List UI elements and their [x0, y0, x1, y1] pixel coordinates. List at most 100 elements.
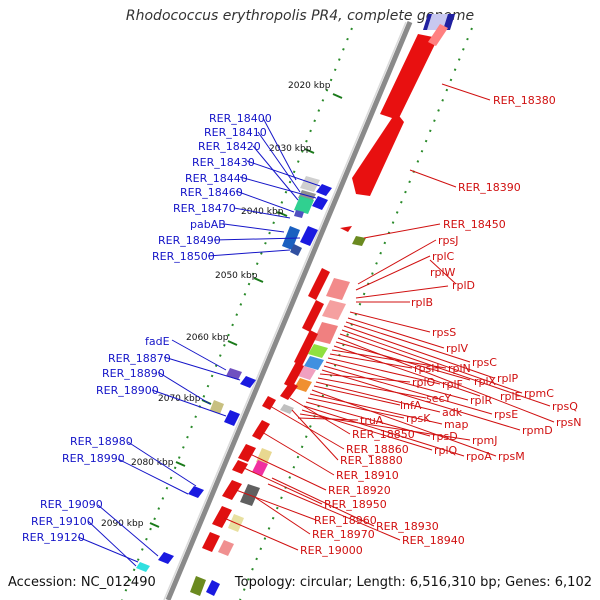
- gene-RER_18450[interactable]: [340, 226, 352, 232]
- gene-label[interactable]: RER_18990: [62, 452, 125, 465]
- gene-label[interactable]: RER_18910: [336, 469, 399, 482]
- gene-label[interactable]: RER_18950: [324, 498, 387, 511]
- gene-label[interactable]: adk: [442, 406, 463, 419]
- gene-label[interactable]: RER_18410: [204, 126, 267, 139]
- gene-label[interactable]: RER_18940: [402, 534, 465, 547]
- gene-label[interactable]: rpmJ: [472, 434, 497, 447]
- gene-rplP[interactable]: [304, 356, 324, 370]
- gene-RER_18400[interactable]: [300, 176, 320, 192]
- gene-label[interactable]: RER_18900: [96, 384, 159, 397]
- gene-label[interactable]: rpsS: [432, 326, 456, 339]
- gene-label[interactable]: RER_18400: [209, 112, 272, 125]
- gene-RER_19000[interactable]: [212, 506, 232, 528]
- gene-label[interactable]: RER_18920: [328, 484, 391, 497]
- gene-rplD[interactable]: [322, 300, 346, 320]
- gene-RER_18490[interactable]: [300, 226, 318, 246]
- gene-label[interactable]: rplX: [474, 375, 497, 388]
- gene-label[interactable]: RER_18490: [158, 234, 221, 247]
- gene-label[interactable]: RER_19120: [22, 531, 85, 544]
- gene-label[interactable]: RER_18390: [458, 181, 521, 194]
- gene-RER_19100[interactable]: [158, 552, 174, 564]
- gene-rplV[interactable]: [294, 330, 318, 366]
- gene-RER_19090[interactable]: [202, 532, 220, 552]
- gene-label[interactable]: fadE: [145, 335, 170, 348]
- gene-RER_18990[interactable]: [188, 486, 204, 498]
- gene-label[interactable]: rplV: [446, 342, 469, 355]
- gene-label[interactable]: RER_18430: [192, 156, 255, 169]
- gene-label[interactable]: rpsD: [432, 430, 458, 443]
- gene-RER_18950[interactable]: [232, 460, 248, 474]
- gene-lower-pink[interactable]: [218, 540, 234, 556]
- gene-RER_18900[interactable]: [224, 410, 240, 426]
- gene-label[interactable]: RER_18870: [108, 352, 171, 365]
- gene-bottom-blue[interactable]: [206, 580, 220, 596]
- gene-rpsQ[interactable]: [294, 378, 312, 392]
- gene-label[interactable]: truA: [360, 414, 384, 427]
- gene-rpsC[interactable]: [308, 344, 328, 358]
- gene-RER_18920[interactable]: [238, 444, 256, 462]
- gene-RER_18430[interactable]: [316, 184, 332, 196]
- gene-label[interactable]: rplF: [442, 378, 463, 391]
- gene-label[interactable]: rpsN: [556, 416, 581, 429]
- gene-RER_18380[interactable]: [380, 34, 438, 120]
- gene-label[interactable]: infA: [400, 399, 422, 412]
- gene-RER_18860[interactable]: [262, 396, 276, 410]
- gene-label[interactable]: rplD: [452, 279, 475, 292]
- gene-rpsS[interactable]: [314, 322, 338, 344]
- gene-RER_18940[interactable]: [252, 460, 268, 476]
- gene-label[interactable]: rplB: [411, 296, 433, 309]
- gene-label[interactable]: RER_18450: [443, 218, 506, 231]
- gene-RER_18390[interactable]: [352, 112, 404, 196]
- gene-label[interactable]: RER_18960: [314, 514, 377, 527]
- gene-label[interactable]: RER_18500: [152, 250, 215, 263]
- gene-RER_19120[interactable]: [136, 562, 150, 572]
- gene-label[interactable]: RER_18470: [173, 202, 236, 215]
- gene-RER_18500[interactable]: [290, 244, 302, 256]
- gene-label[interactable]: RER_19000: [300, 544, 363, 557]
- gene-bottom-olive[interactable]: [190, 576, 206, 596]
- gene-label[interactable]: rpsE: [494, 408, 518, 421]
- gene-RER_18870[interactable]: [240, 376, 256, 388]
- gene-rpmC[interactable]: [298, 366, 316, 380]
- gene-label[interactable]: rplP: [497, 372, 519, 385]
- gene-label[interactable]: rplO: [412, 376, 436, 389]
- gene-label[interactable]: rpsC: [472, 356, 497, 369]
- gene-RER_18460[interactable]: [294, 210, 304, 218]
- gene-label[interactable]: map: [444, 418, 468, 431]
- gene-label[interactable]: RER_18980: [70, 435, 133, 448]
- gene-RER_18880[interactable]: [280, 404, 294, 414]
- gene-label[interactable]: rplE: [500, 390, 522, 403]
- gene-label[interactable]: RER_19100: [31, 515, 94, 528]
- gene-RER_18440[interactable]: [312, 196, 328, 210]
- gene-label[interactable]: rpsQ: [552, 400, 578, 413]
- gene-label[interactable]: RER_19090: [40, 498, 103, 511]
- gene-rpsJ[interactable]: [352, 236, 366, 246]
- gene-label[interactable]: RER_18380: [493, 94, 556, 107]
- gene-RER_18850[interactable]: [280, 382, 298, 400]
- gene-label[interactable]: rpoA: [466, 450, 492, 463]
- gene-rplB[interactable]: [302, 300, 324, 332]
- gene-rplC[interactable]: [308, 268, 330, 300]
- gene-label[interactable]: RER_18860: [346, 443, 409, 456]
- gene-label[interactable]: RER_18460: [180, 186, 243, 199]
- gene-label[interactable]: rplC: [432, 250, 455, 263]
- gene-label[interactable]: RER_18420: [198, 140, 261, 153]
- gene-label[interactable]: RER_18890: [102, 367, 165, 380]
- gene-label[interactable]: RER_18850: [352, 428, 415, 441]
- gene-label[interactable]: rplW: [430, 266, 456, 279]
- gene-label[interactable]: rpsH: [414, 362, 440, 375]
- gene-label[interactable]: RER_18930: [376, 520, 439, 533]
- gene-label[interactable]: pabAB: [190, 218, 226, 231]
- gene-label[interactable]: rpmD: [522, 424, 553, 437]
- gene-RER_18910[interactable]: [252, 420, 270, 440]
- gene-RER_18890[interactable]: [210, 400, 224, 414]
- gene-rplW[interactable]: [326, 278, 350, 300]
- gene-label[interactable]: rpsJ: [438, 234, 458, 247]
- gene-RER_18960[interactable]: [222, 480, 242, 500]
- gene-label[interactable]: RER_18970: [312, 528, 375, 541]
- gene-label[interactable]: rplR: [470, 394, 493, 407]
- gene-RER_18420[interactable]: [294, 196, 314, 214]
- gene-label[interactable]: RER_18880: [340, 454, 403, 467]
- gene-label[interactable]: rplN: [448, 362, 471, 375]
- gene-label[interactable]: rpsM: [498, 450, 525, 463]
